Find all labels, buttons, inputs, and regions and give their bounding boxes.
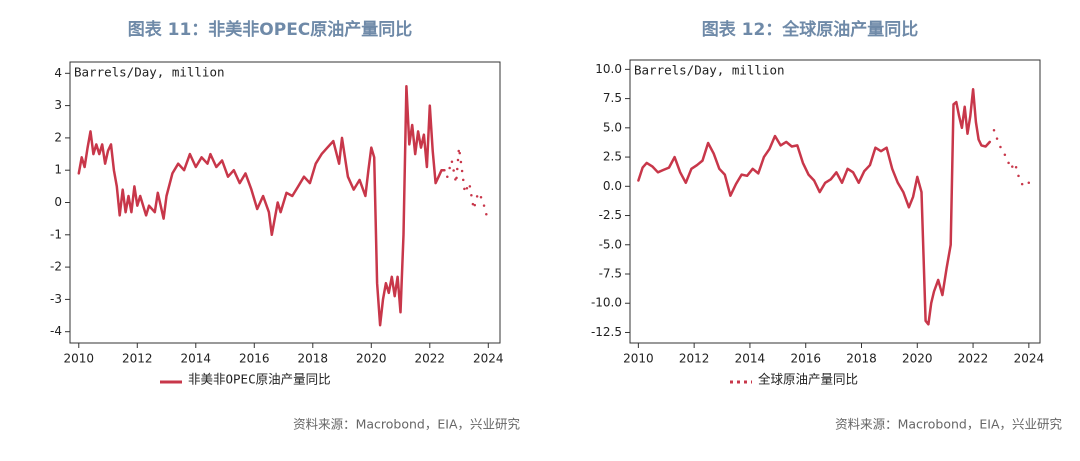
y-tick-label: -10.0: [591, 296, 622, 310]
series-line: [637, 87, 992, 326]
x-tick-label: 2012: [122, 352, 153, 366]
legend-label: 全球原油产量同比: [758, 372, 858, 387]
y-tick-label: -2: [50, 260, 62, 274]
y-axis-label: Barrels/Day, million: [634, 63, 785, 78]
y-tick-label: 1: [54, 163, 62, 177]
y-tick-label: 5.0: [603, 120, 622, 134]
x-tick-label: 2022: [415, 352, 446, 366]
x-tick-label: 2018: [298, 352, 329, 366]
x-tick-label: 2012: [679, 352, 710, 366]
x-tick-label: 2018: [846, 352, 877, 366]
y-tick-label: 2.5: [603, 150, 622, 164]
y-tick-label: 2: [54, 130, 62, 144]
x-tick-label: 2020: [902, 352, 933, 366]
y-tick-label: 10.0: [595, 62, 622, 76]
y-tick-label: -2.5: [599, 208, 622, 222]
plot-frame: [629, 59, 1041, 344]
y-tick-label: 7.5: [603, 91, 622, 105]
y-tick-label: -12.5: [591, 325, 622, 339]
x-tick-label: 2010: [64, 352, 95, 366]
x-tick-label: 2022: [958, 352, 989, 366]
y-tick-label: 0.0: [603, 179, 622, 193]
y-tick-label: -7.5: [599, 267, 622, 281]
y-tick-label: 4: [54, 66, 62, 80]
chart-title: 图表 11：非美非OPEC原油产量同比: [128, 19, 413, 40]
x-tick-label: 2020: [356, 352, 387, 366]
legend-label: 非美非OPEC原油产量同比: [188, 372, 331, 387]
x-tick-label: 2024: [473, 352, 504, 366]
y-tick-label: 3: [54, 98, 62, 112]
source-note: 资料来源：Macrobond，EIA，兴业研究: [293, 417, 520, 432]
y-tick-label: -3: [50, 292, 62, 306]
y-tick-label: -5.0: [599, 237, 622, 251]
x-tick-label: 2016: [790, 352, 821, 366]
y-tick-label: 0: [54, 195, 62, 209]
chart: 图表 12：全球原油产量同比 -12.5 -10.0 -7.5 -5.0 -2.5 0.0 2…: [591, 19, 1063, 432]
chart: 图表 11：非美非OPEC原油产量同比 -4 -3 -2 -1 0 1 2 3 4 2010 2012…: [50, 19, 520, 432]
x-tick-label: 2024: [1014, 352, 1045, 366]
chart-title: 图表 12：全球原油产量同比: [702, 19, 919, 40]
x-tick-label: 2014: [735, 352, 766, 366]
x-tick-label: 2010: [623, 352, 654, 366]
y-axis-label: Barrels/Day, million: [74, 65, 225, 80]
y-tick-label: -4: [50, 324, 62, 338]
plot-frame: [69, 61, 501, 344]
series-line: [992, 128, 1031, 188]
series-line: [77, 84, 446, 327]
series-line: [446, 146, 490, 224]
x-tick-label: 2016: [239, 352, 270, 366]
y-tick-label: -1: [50, 227, 62, 241]
source-note: 资料来源：Macrobond，EIA，兴业研究: [835, 417, 1062, 432]
x-tick-label: 2014: [181, 352, 212, 366]
